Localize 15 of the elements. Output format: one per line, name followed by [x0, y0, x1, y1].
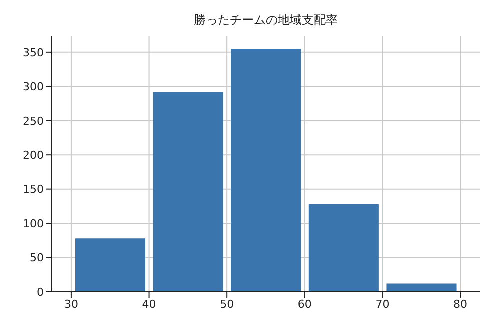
chart-title: 勝ったチームの地域支配率 [193, 12, 339, 29]
y-tick-label: 300 [23, 80, 44, 94]
x-tick-label: 60 [298, 298, 312, 311]
x-tick-label: 30 [64, 298, 78, 311]
x-tick-label: 50 [220, 298, 234, 311]
y-tick-label: 50 [30, 252, 44, 265]
y-tick-label: 100 [23, 217, 44, 230]
x-tick-label: 40 [142, 298, 156, 311]
x-tick-label: 80 [454, 298, 468, 311]
y-tick-label: 150 [23, 183, 44, 196]
y-tick-label: 0 [37, 286, 44, 299]
x-tick-label: 70 [376, 298, 390, 311]
y-tick-label: 200 [23, 149, 44, 162]
y-tick-label: 350 [23, 46, 44, 60]
y-tick-label: 250 [23, 114, 44, 128]
